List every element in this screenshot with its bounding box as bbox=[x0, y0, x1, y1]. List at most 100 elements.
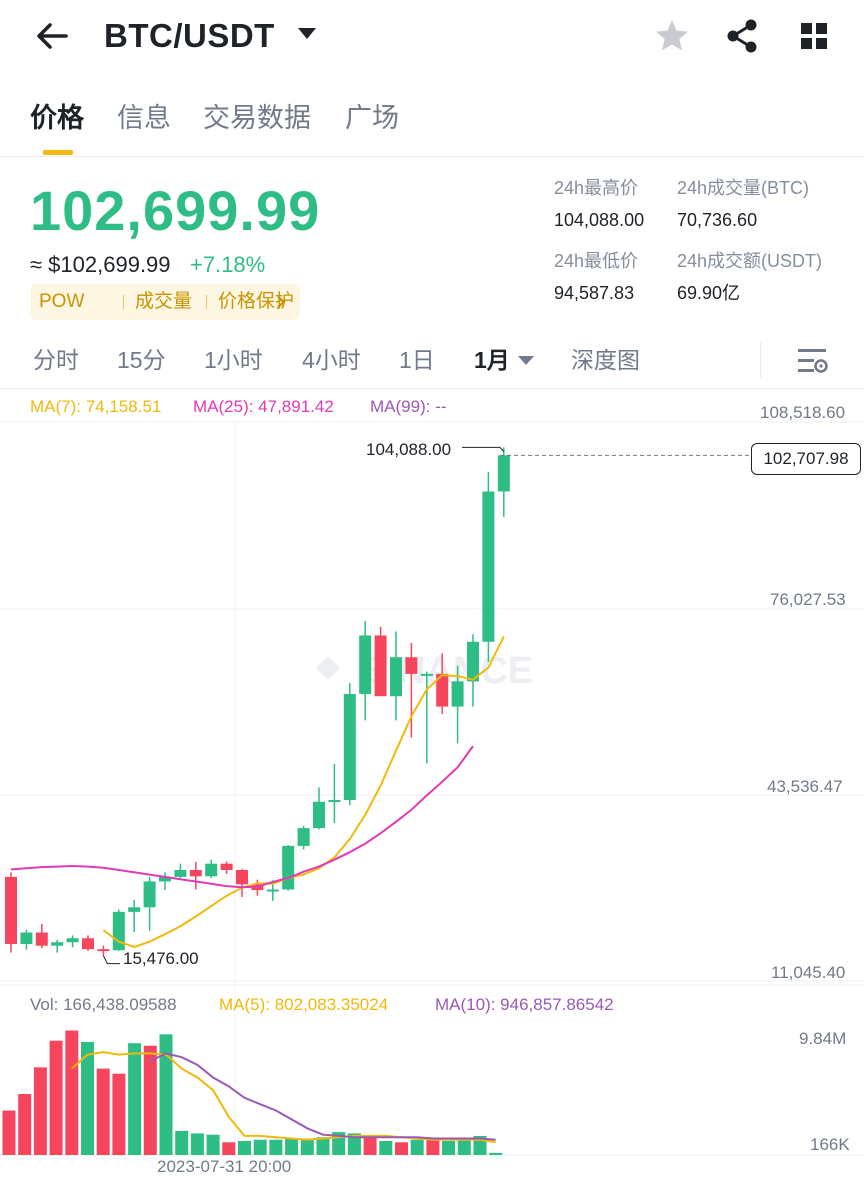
volume-bar bbox=[442, 1141, 456, 1155]
volume-bar bbox=[128, 1043, 142, 1155]
candle-body bbox=[390, 657, 402, 697]
volume-bar bbox=[316, 1137, 330, 1155]
candlestick-chart[interactable]: BINANCE bbox=[0, 390, 864, 1170]
interval-1M[interactable]: 1月 bbox=[474, 347, 510, 373]
volume-ma5-legend: MA(5): 802,083.35024 bbox=[219, 995, 389, 1014]
volume-ma10-legend: MA(10): 946,857.86542 bbox=[435, 995, 614, 1014]
candle-body bbox=[236, 870, 248, 885]
high-marker-line bbox=[462, 446, 505, 452]
tag-pow[interactable]: POW bbox=[39, 291, 85, 312]
detail-tabs: 价格 信息 交易数据 广场 bbox=[0, 94, 864, 157]
top-bar: BTC/USDT bbox=[0, 0, 864, 80]
volume-bar bbox=[33, 1067, 47, 1155]
interval-4h[interactable]: 4小时 bbox=[302, 347, 361, 373]
volume-bar bbox=[426, 1139, 440, 1155]
volume-bar bbox=[190, 1133, 204, 1155]
volume-bar bbox=[159, 1034, 173, 1155]
candle-body bbox=[482, 491, 495, 642]
candle-body bbox=[174, 870, 187, 877]
candle-body bbox=[97, 949, 110, 952]
candle-body bbox=[436, 673, 449, 707]
volume-bar bbox=[238, 1141, 251, 1155]
interval-1h[interactable]: 1小时 bbox=[204, 347, 263, 373]
pair-dropdown-caret-icon[interactable] bbox=[298, 28, 316, 39]
interval-1d[interactable]: 1日 bbox=[399, 347, 435, 373]
volume-ma5-line bbox=[71, 1051, 496, 1144]
tab-info[interactable]: 信息 bbox=[117, 103, 171, 133]
stat-24h-vol-btc-label: 24h成交量(BTC) bbox=[677, 178, 810, 198]
candle-body bbox=[82, 938, 94, 950]
stat-24h-low-label: 24h最低价 bbox=[554, 251, 639, 271]
candle-body bbox=[420, 673, 433, 676]
volume-bar bbox=[363, 1137, 377, 1155]
candle-body bbox=[66, 938, 79, 943]
chart-settings-icon[interactable] bbox=[796, 346, 830, 376]
candle-body bbox=[282, 845, 295, 890]
candle-body bbox=[467, 641, 479, 682]
volume-bar bbox=[489, 1152, 503, 1155]
share-icon[interactable] bbox=[720, 14, 764, 58]
stat-24h-vol-usdt-value: 69.90亿 bbox=[677, 283, 741, 303]
low-price-marker: 15,476.00 bbox=[123, 949, 199, 968]
price-change-percent: +7.18% bbox=[190, 252, 266, 277]
stat-24h-high-label: 24h最高价 bbox=[554, 178, 639, 198]
volume-bar bbox=[222, 1142, 236, 1155]
tab-square[interactable]: 广场 bbox=[345, 103, 399, 133]
interval-bar: 分时 15分 1小时 4小时 1日 1月 深度图 bbox=[0, 334, 864, 389]
back-arrow-icon[interactable] bbox=[30, 14, 74, 58]
tab-price[interactable]: 价格 bbox=[30, 103, 84, 133]
x-axis-time-label: 2023-07-31 20:00 bbox=[157, 1157, 292, 1176]
grid-icon[interactable] bbox=[792, 14, 836, 58]
candle-body bbox=[405, 657, 418, 674]
interval-depth[interactable]: 深度图 bbox=[571, 347, 640, 373]
volume-legend: Vol: 166,438.09588 bbox=[30, 995, 177, 1014]
candle-body bbox=[205, 863, 218, 877]
volume-bar bbox=[49, 1040, 63, 1155]
interval-dropdown-caret-icon[interactable] bbox=[518, 356, 534, 365]
volume-bar bbox=[300, 1138, 314, 1155]
current-price-tag[interactable]: 102,707.98 bbox=[751, 443, 861, 475]
candle-body bbox=[451, 681, 464, 707]
active-tab-indicator bbox=[43, 150, 73, 155]
low-marker-line bbox=[102, 955, 120, 965]
candle-body bbox=[328, 800, 341, 803]
ma7-line bbox=[102, 636, 505, 948]
volume-bar bbox=[143, 1045, 157, 1155]
tab-trading-data[interactable]: 交易数据 bbox=[203, 103, 311, 133]
volume-bar bbox=[206, 1134, 220, 1155]
candle-body bbox=[20, 932, 33, 944]
candle-body bbox=[266, 889, 279, 892]
volume-bar bbox=[81, 1041, 94, 1155]
tag-divider bbox=[123, 295, 124, 309]
interval-divider bbox=[760, 342, 761, 378]
volume-bar bbox=[112, 1073, 126, 1155]
interval-time[interactable]: 分时 bbox=[33, 347, 79, 373]
volume-bar bbox=[65, 1030, 79, 1155]
candle-body bbox=[5, 876, 17, 944]
stat-24h-vol-btc-value: 70,736.60 bbox=[677, 210, 758, 230]
candle-body bbox=[128, 907, 141, 912]
approx-usd-price: ≈ $102,699.99 bbox=[30, 252, 171, 277]
tag-price-protection[interactable]: 价格保护 bbox=[218, 291, 295, 312]
volume-bar bbox=[395, 1142, 408, 1155]
volume-bar bbox=[347, 1133, 361, 1155]
high-price-marker: 104,088.00 bbox=[366, 440, 452, 459]
volume-bar bbox=[253, 1139, 267, 1155]
tag-divider bbox=[206, 295, 207, 309]
ma25-legend: MA(25): 47,891.42 bbox=[193, 397, 334, 416]
star-icon[interactable] bbox=[650, 14, 694, 58]
pair-tags[interactable]: POW 成交量 价格保护 bbox=[30, 284, 300, 320]
volume-axis-tick: 9.84M bbox=[799, 1029, 847, 1048]
candle-body bbox=[343, 693, 356, 801]
y-axis-tick: 11,045.40 bbox=[771, 963, 846, 982]
candle-body bbox=[51, 942, 64, 946]
trading-pair-title[interactable]: BTC/USDT bbox=[104, 17, 275, 54]
y-axis-tick: 76,027.53 bbox=[770, 590, 846, 609]
stat-24h-low-value: 94,587.83 bbox=[554, 283, 635, 303]
candle-body bbox=[359, 635, 372, 694]
volume-bar bbox=[285, 1138, 299, 1155]
candle-body bbox=[35, 932, 48, 946]
interval-15m[interactable]: 15分 bbox=[117, 347, 166, 373]
volume-bar bbox=[379, 1141, 393, 1155]
tag-volume[interactable]: 成交量 bbox=[135, 291, 193, 312]
